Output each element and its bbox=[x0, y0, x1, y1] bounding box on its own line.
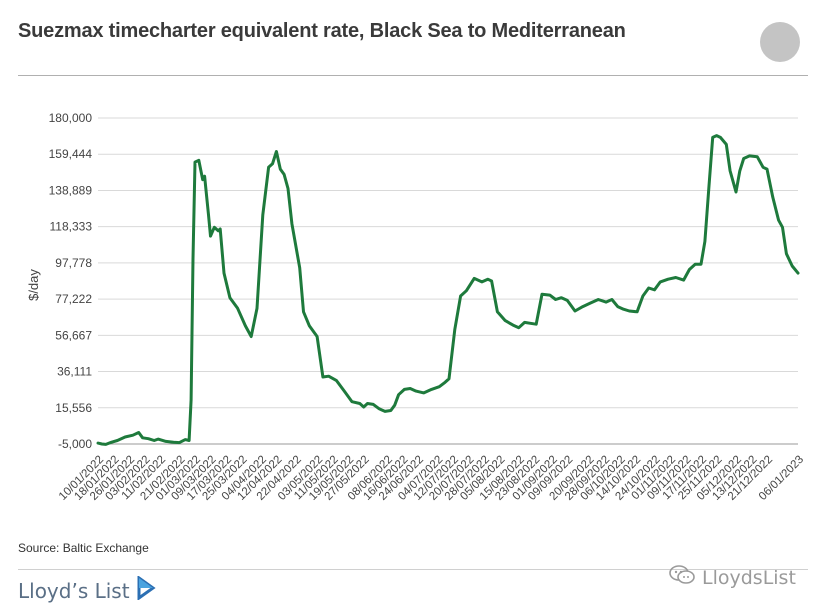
x-axis-ticks: 10/01/202218/01/202226/01/202203/02/2022… bbox=[57, 454, 806, 503]
y-tick-label: 159,444 bbox=[49, 147, 93, 161]
y-tick-label: 56,667 bbox=[55, 328, 92, 342]
line-chart: -5,000 15,556 36,111 56,667 77,222 97,778 118,… bbox=[26, 111, 806, 503]
y-axis-ticks: -5,000 15,556 36,111 56,667 77,222 97,778 118,… bbox=[49, 111, 93, 451]
y-axis-label: $/day bbox=[26, 269, 41, 301]
y-tick-label: 180,000 bbox=[49, 111, 93, 125]
brand-mark-icon bbox=[136, 575, 156, 605]
series-line bbox=[96, 134, 800, 446]
y-tick-label: 77,222 bbox=[55, 292, 92, 306]
y-tick-label: 97,778 bbox=[55, 256, 92, 270]
series-layer bbox=[96, 134, 800, 446]
y-tick-label: 36,111 bbox=[57, 365, 92, 379]
wechat-icon bbox=[668, 564, 696, 591]
brand-logo: Lloyd’s List bbox=[18, 575, 156, 605]
gridlines bbox=[98, 117, 798, 445]
footer-divider bbox=[18, 569, 808, 570]
avatar-placeholder bbox=[760, 22, 800, 62]
brand-name: Lloyd’s List bbox=[18, 578, 130, 603]
source-note: Source: Baltic Exchange bbox=[18, 541, 149, 555]
y-tick-label: 118,333 bbox=[50, 220, 93, 234]
watermark-text: LloydsList bbox=[702, 566, 796, 589]
y-tick-label: 15,556 bbox=[55, 401, 92, 415]
watermark: LloydsList bbox=[668, 564, 796, 591]
header-divider bbox=[18, 75, 808, 76]
y-tick-label: -5,000 bbox=[58, 437, 92, 451]
chart-title: Suezmax timecharter equivalent rate, Bla… bbox=[18, 20, 626, 42]
y-tick-label: 138,889 bbox=[49, 183, 93, 197]
